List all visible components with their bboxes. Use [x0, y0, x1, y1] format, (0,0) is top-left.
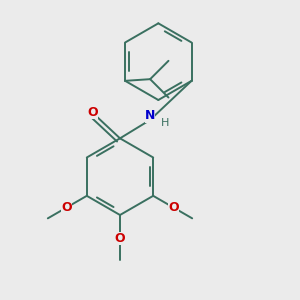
Text: N: N [145, 110, 155, 122]
Text: H: H [161, 118, 169, 128]
Text: O: O [61, 201, 72, 214]
Text: O: O [168, 201, 179, 214]
Text: O: O [115, 232, 125, 245]
Text: O: O [87, 106, 98, 119]
